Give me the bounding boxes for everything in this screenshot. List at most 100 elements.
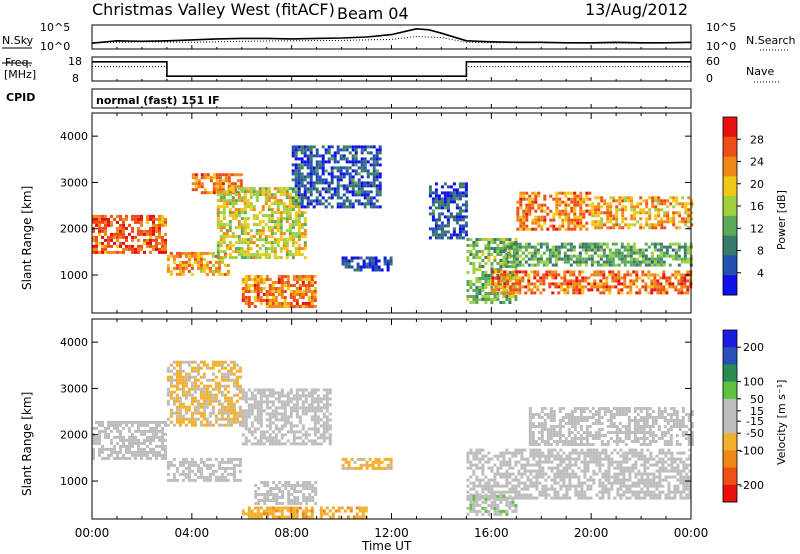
echo-cell <box>291 205 295 209</box>
echo-cell <box>134 247 137 251</box>
echo-cell <box>101 229 104 233</box>
echo-cell <box>258 235 262 239</box>
echo-cell <box>372 202 376 206</box>
echo-cell <box>289 442 293 446</box>
echo-cell <box>122 226 125 230</box>
echo-cell <box>481 448 485 452</box>
echo-cell <box>553 496 557 500</box>
echo-cell <box>466 244 470 247</box>
echo-cell <box>235 417 239 421</box>
echo-cell <box>437 215 441 219</box>
echo-cell <box>321 202 325 206</box>
echo-cell <box>190 396 194 400</box>
echo-cell <box>193 423 197 427</box>
echo-cell <box>345 196 349 200</box>
echo-cell <box>263 496 267 499</box>
echo-cell <box>253 506 257 510</box>
echo-cell <box>570 206 574 210</box>
echo-cell <box>549 218 553 222</box>
echo-cell <box>499 490 503 494</box>
echo-cell <box>481 484 485 488</box>
echo-cell <box>259 512 263 516</box>
echo-cell <box>283 275 287 278</box>
echo-cell <box>181 393 185 397</box>
echo-cell <box>212 191 216 195</box>
echo-cell <box>250 424 254 428</box>
echo-cell <box>258 193 262 197</box>
echo-cell <box>544 472 548 476</box>
echo-cell <box>134 214 137 218</box>
echo-cell <box>571 451 575 455</box>
echo-cell <box>599 242 603 246</box>
echo-cell <box>232 378 236 382</box>
echo-cell <box>113 217 116 221</box>
echo-cell <box>619 493 623 497</box>
echo-cell <box>389 259 393 263</box>
echo-cell <box>104 238 107 242</box>
echo-cell <box>366 175 370 179</box>
echo-cell <box>532 463 536 467</box>
echo-cell <box>532 448 536 452</box>
echo-cell <box>437 236 441 240</box>
echo-cell <box>523 487 527 491</box>
echo-cell <box>344 460 348 464</box>
echo-cell <box>458 194 462 198</box>
echo-cell <box>216 256 220 260</box>
echo-cell <box>618 208 622 212</box>
echo-cell <box>503 245 507 249</box>
echo-cell <box>274 409 278 413</box>
echo-cell <box>553 472 557 476</box>
echo-cell <box>289 506 293 510</box>
echo-cell <box>613 496 617 500</box>
echo-cell <box>119 223 122 227</box>
echo-cell <box>509 245 513 249</box>
echo-cell <box>598 490 602 494</box>
echo-cell <box>255 223 259 227</box>
echo-cell <box>202 405 206 409</box>
echo-cell <box>431 212 435 216</box>
echo-cell <box>327 145 331 149</box>
echo-cell <box>660 199 664 203</box>
freq-line-freq <box>92 60 691 77</box>
echo-cell <box>525 197 529 201</box>
echo-cell <box>297 196 301 200</box>
echo-cell <box>469 451 473 455</box>
echo-cell <box>380 460 384 464</box>
echo-cell <box>271 388 275 392</box>
echo-cell <box>256 290 260 293</box>
echo-cell <box>253 418 257 422</box>
echo-cell <box>110 214 113 218</box>
echo-cell <box>246 247 250 251</box>
echo-cell <box>214 384 218 388</box>
echo-cell <box>149 229 152 233</box>
echo-cell <box>255 253 259 257</box>
echo-cell <box>107 223 110 227</box>
echo-cell <box>208 420 212 424</box>
echo-cell <box>301 281 305 284</box>
echo-cell <box>229 396 233 400</box>
echo-cell <box>280 275 284 278</box>
echo-cell <box>598 457 602 461</box>
echo-cell <box>653 242 657 246</box>
echo-cell <box>568 478 572 482</box>
echo-cell <box>502 241 506 244</box>
echo-cell <box>312 172 316 176</box>
echo-cell <box>687 226 691 230</box>
echo-cell <box>519 218 523 222</box>
echo-cell <box>505 298 509 301</box>
echo-cell <box>175 466 179 470</box>
echo-cell <box>595 463 599 467</box>
echo-cell <box>208 472 212 476</box>
echo-cell <box>255 196 259 200</box>
echo-cell <box>677 248 681 252</box>
echo-cell <box>119 217 122 221</box>
echo-cell <box>217 466 221 470</box>
echo-cell <box>172 423 176 427</box>
echo-cell <box>508 460 512 464</box>
echo-cell <box>602 254 606 258</box>
echo-cell <box>550 454 554 458</box>
echo-cell <box>578 282 582 286</box>
echo-cell <box>217 257 221 261</box>
echo-cell <box>214 360 218 364</box>
echo-cell <box>241 512 245 516</box>
